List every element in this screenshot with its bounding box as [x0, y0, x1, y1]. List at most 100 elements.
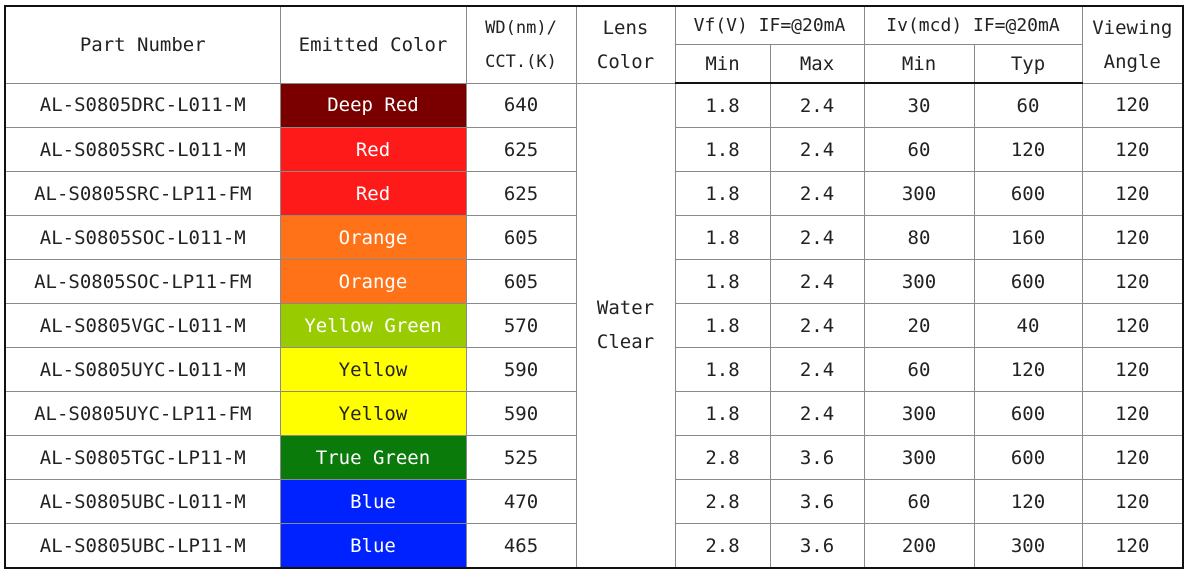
iv-min-cell: 20: [863, 303, 975, 348]
vf-min-cell: 2.8: [674, 435, 771, 480]
part-number-cell: AL-S0805DRC-L011-M: [4, 82, 281, 128]
table-row: AL-S0805SRC-L011-M Red 625 1.8 2.4 60 120 120: [4, 127, 1184, 172]
vf-min-cell: 1.8: [674, 171, 771, 216]
vf-max-cell: 2.4: [769, 391, 865, 436]
wavelength-cell: 470: [465, 479, 577, 524]
table-row: AL-S0805UYC-LP11-FM Yellow 590 1.8 2.4 300 600…: [4, 391, 1184, 436]
wavelength-cell: 625: [465, 171, 577, 216]
viewing-angle-cell: 120: [1081, 82, 1184, 128]
viewing-angle-cell: 120: [1081, 303, 1184, 348]
wavelength-cell: 465: [465, 523, 577, 569]
vf-min-cell: 1.8: [674, 347, 771, 392]
header-lens-color: Lens Color: [575, 5, 676, 84]
iv-min-cell: 200: [863, 523, 975, 569]
header-vf-min: Min: [674, 44, 771, 84]
header-lens-line1: Lens: [602, 16, 649, 39]
iv-typ-cell: 60: [973, 82, 1083, 128]
table-row: AL-S0805SRC-LP11-FM Red 625 1.8 2.4 300 600 120: [4, 171, 1184, 216]
header-viewing-angle: Viewing Angle: [1081, 5, 1184, 84]
vf-min-cell: 2.8: [674, 523, 771, 569]
table-row: AL-S0805TGC-LP11-M True Green 525 2.8 3.6 300…: [4, 435, 1184, 480]
iv-min-cell: 60: [863, 127, 975, 172]
vf-max-cell: 3.6: [769, 523, 865, 569]
part-number-cell: AL-S0805UBC-LP11-M: [4, 523, 281, 569]
table-row: AL-S0805SOC-L011-M Orange 605 1.8 2.4 80 160 12…: [4, 215, 1184, 260]
iv-min-cell: 30: [863, 82, 975, 128]
table-row: AL-S0805UYC-L011-M Yellow 590 1.8 2.4 60 120 12…: [4, 347, 1184, 392]
viewing-angle-cell: 120: [1081, 215, 1184, 260]
part-number-cell: AL-S0805SRC-LP11-FM: [4, 171, 281, 216]
emitted-color-cell: Orange: [279, 215, 467, 260]
vf-min-cell: 1.8: [674, 127, 771, 172]
vf-max-cell: 2.4: [769, 347, 865, 392]
wavelength-cell: 625: [465, 127, 577, 172]
vf-min-cell: 1.8: [674, 391, 771, 436]
iv-min-cell: 300: [863, 259, 975, 304]
header-part-number: Part Number: [4, 5, 281, 84]
header-iv-min: Min: [863, 44, 975, 84]
part-number-cell: AL-S0805VGC-L011-M: [4, 303, 281, 348]
vf-min-cell: 1.8: [674, 259, 771, 304]
header-vf: Vf(V) IF=@20mA: [674, 5, 865, 45]
header-vf-max: Max: [769, 44, 865, 84]
iv-typ-cell: 120: [973, 479, 1083, 524]
iv-min-cell: 60: [863, 479, 975, 524]
wavelength-cell: 590: [465, 347, 577, 392]
emitted-color-cell: Red: [279, 171, 467, 216]
viewing-angle-cell: 120: [1081, 171, 1184, 216]
iv-typ-cell: 160: [973, 215, 1083, 260]
table-row: AL-S0805UBC-LP11-M Blue 465 2.8 3.6 200 300 120: [4, 523, 1184, 569]
table-row: AL-S0805UBC-L011-M Blue 470 2.8 3.6 60 120 120: [4, 479, 1184, 524]
iv-min-cell: 300: [863, 171, 975, 216]
part-number-cell: AL-S0805SOC-L011-M: [4, 215, 281, 260]
iv-typ-cell: 600: [973, 391, 1083, 436]
emitted-color-cell: Deep Red: [279, 82, 467, 128]
viewing-angle-cell: 120: [1081, 347, 1184, 392]
emitted-color-cell: Blue: [279, 523, 467, 569]
viewing-angle-cell: 120: [1081, 259, 1184, 304]
emitted-color-cell: Blue: [279, 479, 467, 524]
emitted-color-cell: Yellow: [279, 391, 467, 436]
part-number-cell: AL-S0805UBC-L011-M: [4, 479, 281, 524]
wavelength-cell: 605: [465, 259, 577, 304]
iv-min-cell: 300: [863, 435, 975, 480]
viewing-angle-cell: 120: [1081, 127, 1184, 172]
header-wd-line2: CCT.(K): [485, 51, 557, 72]
vf-max-cell: 2.4: [769, 82, 865, 128]
iv-typ-cell: 600: [973, 435, 1083, 480]
iv-min-cell: 80: [863, 215, 975, 260]
vf-max-cell: 3.6: [769, 435, 865, 480]
led-spec-table: Part Number Emitted Color WD(nm)/ CCT.(K…: [4, 5, 1184, 569]
vf-min-cell: 1.8: [674, 303, 771, 348]
viewing-angle-cell: 120: [1081, 435, 1184, 480]
emitted-color-cell: Yellow: [279, 347, 467, 392]
vf-min-cell: 1.8: [674, 215, 771, 260]
header-lens-line2: Color: [596, 50, 655, 73]
iv-typ-cell: 120: [973, 347, 1083, 392]
iv-typ-cell: 600: [973, 259, 1083, 304]
emitted-color-cell: Yellow Green: [279, 303, 467, 348]
iv-typ-cell: 300: [973, 523, 1083, 569]
vf-min-cell: 2.8: [674, 479, 771, 524]
header-view-line2: Angle: [1103, 50, 1161, 73]
vf-max-cell: 2.4: [769, 127, 865, 172]
emitted-color-cell: Red: [279, 127, 467, 172]
viewing-angle-cell: 120: [1081, 523, 1184, 569]
part-number-cell: AL-S0805SOC-LP11-FM: [4, 259, 281, 304]
iv-min-cell: 300: [863, 391, 975, 436]
iv-typ-cell: 120: [973, 127, 1083, 172]
header-wd: WD(nm)/ CCT.(K): [465, 5, 577, 84]
part-number-cell: AL-S0805TGC-LP11-M: [4, 435, 281, 480]
iv-typ-cell: 600: [973, 171, 1083, 216]
part-number-cell: AL-S0805UYC-L011-M: [4, 347, 281, 392]
header-iv: Iv(mcd) IF=@20mA: [863, 5, 1083, 45]
wavelength-cell: 525: [465, 435, 577, 480]
wavelength-cell: 605: [465, 215, 577, 260]
viewing-angle-cell: 120: [1081, 479, 1184, 524]
wavelength-cell: 640: [465, 82, 577, 128]
part-number-cell: AL-S0805UYC-LP11-FM: [4, 391, 281, 436]
lens-color-cell: Water Clear: [575, 82, 676, 569]
emitted-color-cell: True Green: [279, 435, 467, 480]
emitted-color-cell: Orange: [279, 259, 467, 304]
iv-typ-cell: 40: [973, 303, 1083, 348]
